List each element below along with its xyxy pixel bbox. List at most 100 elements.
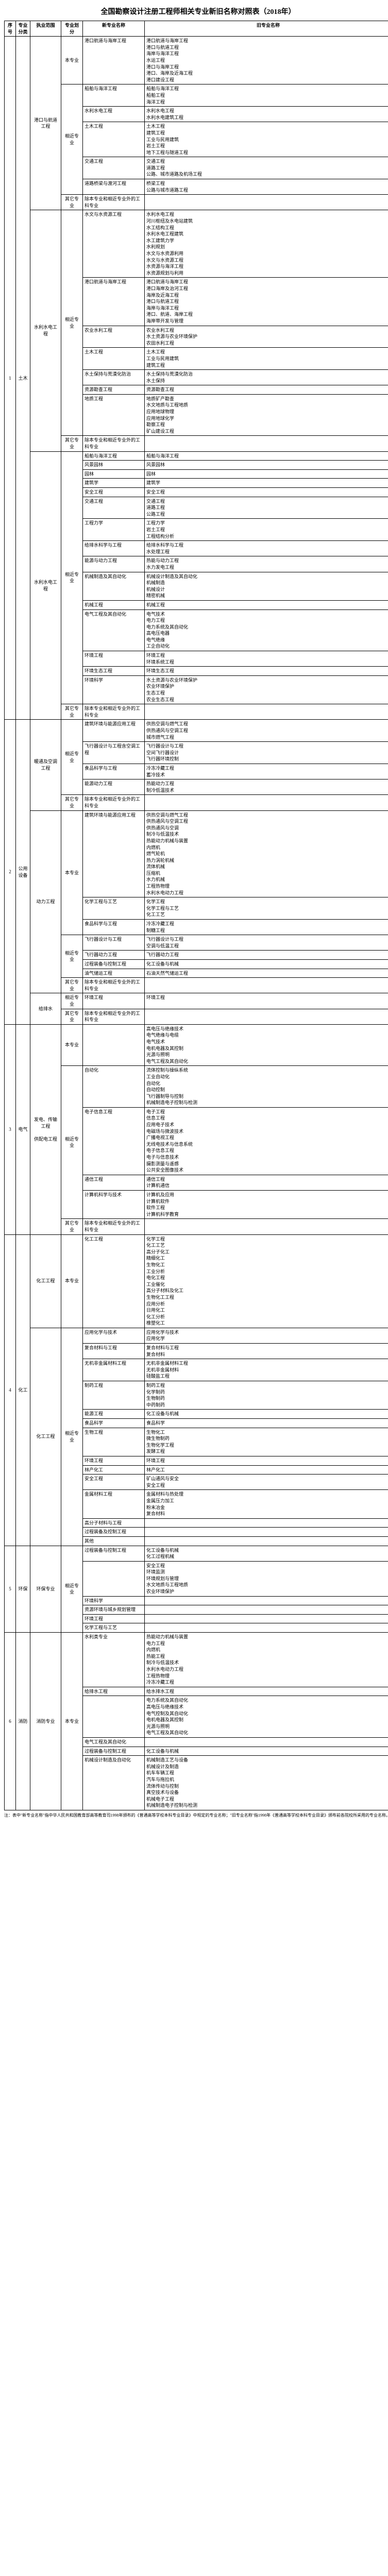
new-name-cell: 园林 bbox=[83, 469, 145, 479]
range-cell: 港口与航道工程 bbox=[30, 37, 61, 210]
page-title: 全国勘察设计注册工程师相关专业新旧名称对照表（2018年） bbox=[4, 6, 388, 16]
new-name-cell: 港口航道与海岸工程 bbox=[83, 278, 145, 326]
old-name-cell: 热能动力机械与装置 电力工程 内燃机 热能工程 制冷与低温技术 水利水电动力工程… bbox=[145, 1633, 388, 1687]
table-row: 其它专业除本专业和相近专业外的工科专业 bbox=[5, 1009, 388, 1024]
new-name-cell: 安全工程 bbox=[83, 1475, 145, 1490]
division-cell: 其它专业 bbox=[61, 978, 83, 993]
division-cell: 其它专业 bbox=[61, 1009, 83, 1024]
old-name-cell: 地质矿产勘查 水文地质与工程地质 应用地球物理 应用地球化学 勘察工程 矿山建设… bbox=[145, 394, 388, 436]
cat-cell: 土木 bbox=[16, 37, 30, 720]
new-name-cell: 环境生态工程 bbox=[83, 667, 145, 676]
new-name-cell: 其他 bbox=[83, 1536, 145, 1546]
old-name-cell: 交通工程 道路工程 公路、城市道路及机场工程 bbox=[145, 157, 388, 179]
new-name-cell: 飞行器动力工程 bbox=[83, 951, 145, 960]
new-name-cell: 除本专业和相近专业外的工科专业 bbox=[83, 704, 145, 720]
new-name-cell: 林产化工 bbox=[83, 1465, 145, 1475]
old-name-cell: 安全工程 bbox=[145, 488, 388, 497]
old-name-cell: 林产化工 bbox=[145, 1465, 388, 1475]
old-name-cell: 水土保持与荒漠化防治 水土保持 bbox=[145, 370, 388, 385]
division-cell: 本专业 bbox=[61, 1633, 83, 1810]
new-name-cell bbox=[83, 1024, 145, 1066]
seq-cell: 3 bbox=[5, 1024, 16, 1234]
new-name-cell: 化工工程 bbox=[83, 1234, 145, 1328]
old-name-cell: 复合材料与工程 复合材料 bbox=[145, 1344, 388, 1359]
seq-cell: 5 bbox=[5, 1546, 16, 1633]
new-name-cell: 无机非金属材料工程 bbox=[83, 1359, 145, 1381]
cat-cell: 消防 bbox=[16, 1633, 30, 1810]
new-name-cell: 电子信息工程 bbox=[83, 1107, 145, 1175]
new-name-cell: 环境工程 bbox=[83, 1614, 145, 1623]
old-name-cell bbox=[145, 1737, 388, 1747]
cat-cell: 电气 bbox=[16, 1024, 30, 1234]
new-name-cell: 除本专业和相近专业外的工科专业 bbox=[83, 436, 145, 451]
new-name-cell: 水利类专业 bbox=[83, 1633, 145, 1687]
old-name-cell: 农业水利工程 水土资源与农业环境保护 农田水利工程 bbox=[145, 326, 388, 348]
new-name-cell: 地质工程 bbox=[83, 394, 145, 436]
range-cell: 水利水电工程 bbox=[30, 210, 61, 451]
col-header: 新专业名称 bbox=[83, 21, 145, 37]
old-name-cell bbox=[145, 704, 388, 720]
old-name-cell bbox=[145, 1518, 388, 1528]
new-name-cell: 高分子材料与工程 bbox=[83, 1518, 145, 1528]
division-cell: 其它专业 bbox=[61, 1219, 83, 1234]
old-name-cell: 应用化学与技术 应用化学 bbox=[145, 1328, 388, 1343]
range-cell: 化工工程 bbox=[30, 1328, 61, 1546]
old-name-cell: 化工设备与机械 bbox=[145, 960, 388, 969]
division-cell: 相近专业 bbox=[61, 84, 83, 195]
new-name-cell: 能源工程 bbox=[83, 1410, 145, 1419]
old-name-cell: 资源勘查工程 bbox=[145, 385, 388, 395]
old-name-cell: 水利水电工程 河川枢纽及水电站建筑 水工结构工程 水利水电工程建筑 水工建筑力学… bbox=[145, 210, 388, 278]
division-cell: 其它专业 bbox=[61, 795, 83, 810]
new-name-cell: 水利水电工程 bbox=[83, 107, 145, 122]
new-name-cell: 机械工程 bbox=[83, 600, 145, 609]
new-name-cell: 飞行器设计与工程 bbox=[83, 935, 145, 951]
old-name-cell: 环境工程 bbox=[145, 993, 388, 1009]
range-cell: 暖通及空调工程 bbox=[30, 720, 61, 810]
old-name-cell: 土木工程 建筑工程 工业与民用建筑 岩土工程 地下工程与隧道工程 bbox=[145, 122, 388, 157]
seq-cell: 1 bbox=[5, 37, 16, 720]
new-name-cell: 机械制造及其自动化 bbox=[83, 572, 145, 600]
col-header: 序号 bbox=[5, 21, 16, 37]
new-name-cell bbox=[83, 1561, 145, 1596]
new-name-cell: 风景园林 bbox=[83, 461, 145, 470]
table-row: 动力工程本专业建筑环境与能源应用工程供热空调与燃气工程 供热通风与空调工程 供热… bbox=[5, 810, 388, 897]
old-name-cell: 水利水电工程 水利水电建筑工程 bbox=[145, 107, 388, 122]
old-name-cell: 机械制造工艺与设备 机械设计及制造 机车车辆工程 汽车与拖拉机 流体传动与控制 … bbox=[145, 1756, 388, 1810]
old-name-cell: 通信工程 计算机通信 bbox=[145, 1175, 388, 1190]
table-row: 水利水电工程相近专业水文与水资源工程水利水电工程 河川枢纽及水电站建筑 水工结构… bbox=[5, 210, 388, 278]
new-name-cell: 土木工程 bbox=[83, 122, 145, 157]
new-name-cell: 水文与水资源工程 bbox=[83, 210, 145, 278]
new-name-cell: 农业水利工程 bbox=[83, 326, 145, 348]
division-cell: 相近专业 bbox=[61, 720, 83, 795]
division-cell: 其它专业 bbox=[61, 436, 83, 451]
new-name-cell: 过程装备与控制工程 bbox=[83, 960, 145, 969]
new-name-cell: 复合材料与工程 bbox=[83, 1344, 145, 1359]
seq-cell: 4 bbox=[5, 1234, 16, 1546]
old-name-cell: 园林 bbox=[145, 469, 388, 479]
new-name-cell: 电气工程及其自动化 bbox=[83, 609, 145, 651]
old-name-cell: 港口航道与海岸工程 港口海岸及治河工程 海岸及近海工程 港口与航道工程 海岸与海… bbox=[145, 278, 388, 326]
division-cell: 本专业 bbox=[61, 1234, 83, 1328]
old-name-cell bbox=[145, 1528, 388, 1537]
new-name-cell: 自动化 bbox=[83, 1066, 145, 1108]
old-name-cell: 电子工程 信息工程 应用电子技术 电磁场与微波技术 广播电视工程 无线电技术与信… bbox=[145, 1107, 388, 1175]
old-name-cell: 工程力学 岩土工程 工程结构分析 bbox=[145, 519, 388, 541]
table-row: 其它专业除本专业和相近专业外的工科专业 bbox=[5, 1219, 388, 1234]
col-header: 旧专业名称 bbox=[145, 21, 388, 37]
old-name-cell: 给排水科学与工程 水处理工程 bbox=[145, 541, 388, 556]
old-name-cell: 飞行器动力工程 bbox=[145, 951, 388, 960]
old-name-cell: 制药工程 化学制药 生物制药 中药制药 bbox=[145, 1381, 388, 1410]
old-name-cell: 无机非金属材料工程 无机非金属材料 硅酸盐工程 bbox=[145, 1359, 388, 1381]
old-name-cell bbox=[145, 195, 388, 210]
old-name-cell bbox=[145, 1536, 388, 1546]
new-name-cell: 通信工程 bbox=[83, 1175, 145, 1190]
old-name-cell: 供热空调与燃气工程 供热通风与空调工程 供热通风与空调 制冷与低温技术 热能动力… bbox=[145, 810, 388, 897]
new-name-cell: 环境工程 bbox=[83, 993, 145, 1009]
new-name-cell: 食品科学与工程 bbox=[83, 764, 145, 779]
new-name-cell: 食品科学 bbox=[83, 1419, 145, 1428]
new-name-cell: 船舶与海洋工程 bbox=[83, 84, 145, 107]
old-name-cell: 土木工程 工业与民用建筑 建筑工程 bbox=[145, 348, 388, 370]
table-row: 4化工化工工程本专业化工工程化学工程 化工工艺 高分子化工 精细化工 生物化工 … bbox=[5, 1234, 388, 1328]
old-name-cell: 电气技术 电力工程 电力系统及其自动化 高电压电器 电气绝缘 工企自动化 bbox=[145, 609, 388, 651]
range-cell: 给排水 bbox=[30, 993, 61, 1024]
